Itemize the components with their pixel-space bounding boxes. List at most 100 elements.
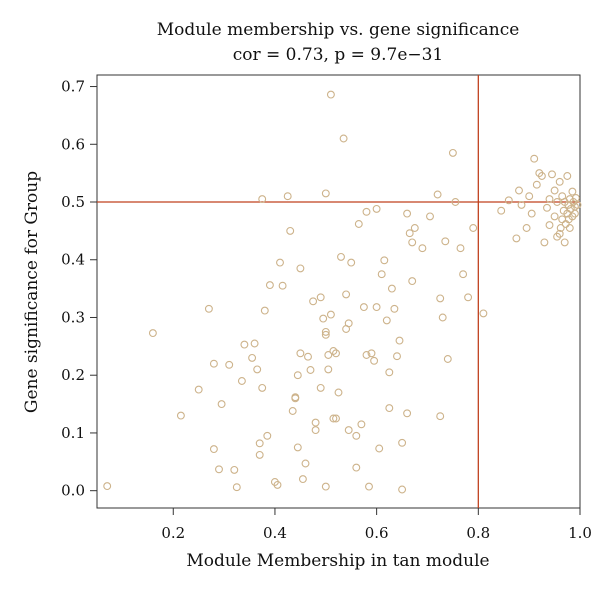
data-point-83 [385, 404, 394, 413]
data-point-20 [258, 195, 267, 204]
data-point-88 [395, 336, 404, 345]
data-point-64 [344, 319, 353, 328]
data-point-37 [298, 475, 307, 484]
data-point-52 [324, 365, 333, 374]
data-point-104 [443, 355, 452, 363]
data-point-79 [375, 444, 384, 453]
data-point-87 [393, 352, 401, 361]
data-point-54 [326, 90, 335, 99]
data-point-11 [232, 483, 241, 492]
data-point-56 [329, 414, 338, 423]
y-tick-label: 0.4 [61, 251, 85, 269]
data-point-80 [377, 270, 386, 279]
data-point-124 [540, 238, 549, 247]
data-point-1 [148, 329, 157, 338]
x-tick-label: 0.2 [161, 524, 185, 542]
data-point-139 [560, 238, 569, 247]
data-point-0 [103, 482, 112, 491]
data-point-55 [329, 347, 338, 355]
data-point-107 [456, 244, 465, 253]
data-point-91 [403, 209, 412, 218]
data-point-85 [387, 284, 396, 293]
data-point-113 [504, 196, 513, 205]
data-point-41 [309, 297, 318, 306]
data-point-130 [550, 186, 559, 195]
data-point-150 [568, 187, 577, 196]
data-point-109 [464, 293, 473, 302]
data-point-43 [311, 418, 320, 427]
data-point-38 [301, 459, 310, 468]
data-point-6 [209, 445, 218, 454]
data-point-22 [263, 431, 272, 440]
data-point-18 [255, 439, 264, 448]
data-point-67 [352, 431, 361, 440]
data-point-19 [258, 383, 267, 392]
data-point-143 [563, 172, 572, 180]
data-point-102 [438, 313, 447, 322]
x-tick-label: 1.0 [568, 524, 592, 542]
data-point-97 [418, 244, 427, 253]
data-point-12 [237, 377, 246, 385]
data-point-65 [344, 426, 353, 435]
data-point-103 [441, 237, 450, 246]
reference-lines [97, 75, 580, 508]
data-point-98 [426, 212, 434, 221]
data-point-3 [194, 385, 203, 394]
data-point-118 [525, 192, 534, 201]
data-point-95 [408, 277, 417, 286]
data-point-14 [248, 353, 257, 362]
y-tick-label: 0.0 [61, 482, 85, 500]
data-point-86 [390, 304, 399, 313]
data-point-110 [469, 224, 478, 232]
data-point-2 [176, 411, 185, 420]
data-point-75 [367, 349, 376, 358]
data-point-21 [260, 306, 269, 315]
data-point-126 [545, 221, 554, 230]
data-point-68 [352, 463, 361, 472]
data-point-120 [530, 154, 539, 163]
data-point-146 [565, 224, 574, 232]
y-tick-label: 0.1 [61, 424, 85, 442]
data-point-49 [321, 330, 330, 339]
data-point-28 [283, 192, 292, 201]
data-point-78 [372, 303, 381, 312]
data-point-9 [225, 360, 234, 369]
data-points [103, 90, 582, 494]
data-point-108 [459, 270, 468, 279]
data-point-99 [433, 190, 442, 199]
data-point-101 [436, 412, 445, 421]
data-point-23 [265, 281, 274, 290]
data-point-93 [405, 229, 414, 238]
data-point-66 [347, 258, 356, 267]
data-point-36 [296, 349, 305, 358]
chart-title: Module membership vs. gene significance [157, 20, 520, 40]
data-point-125 [543, 203, 551, 212]
data-point-111 [479, 309, 488, 318]
data-point-81 [380, 256, 389, 265]
data-point-70 [357, 420, 366, 429]
data-point-105 [448, 148, 457, 157]
data-point-48 [321, 327, 330, 336]
data-point-89 [398, 438, 407, 447]
data-point-32 [291, 393, 300, 402]
data-point-58 [332, 414, 340, 423]
data-point-135 [556, 224, 565, 232]
data-point-92 [403, 409, 412, 418]
data-point-100 [436, 294, 445, 303]
data-point-90 [398, 485, 407, 494]
data-point-62 [342, 290, 351, 299]
y-tick-label: 0.6 [61, 135, 85, 153]
data-point-96 [410, 224, 419, 232]
data-point-74 [365, 482, 373, 491]
data-point-134 [555, 177, 564, 186]
data-point-16 [253, 365, 262, 374]
data-point-53 [326, 310, 335, 319]
y-tick-label: 0.7 [61, 78, 85, 96]
x-tick-label: 0.6 [365, 524, 389, 542]
data-point-17 [255, 450, 264, 459]
data-point-76 [370, 356, 379, 365]
data-point-8 [217, 400, 226, 409]
data-point-29 [286, 226, 295, 235]
data-point-117 [522, 224, 531, 232]
